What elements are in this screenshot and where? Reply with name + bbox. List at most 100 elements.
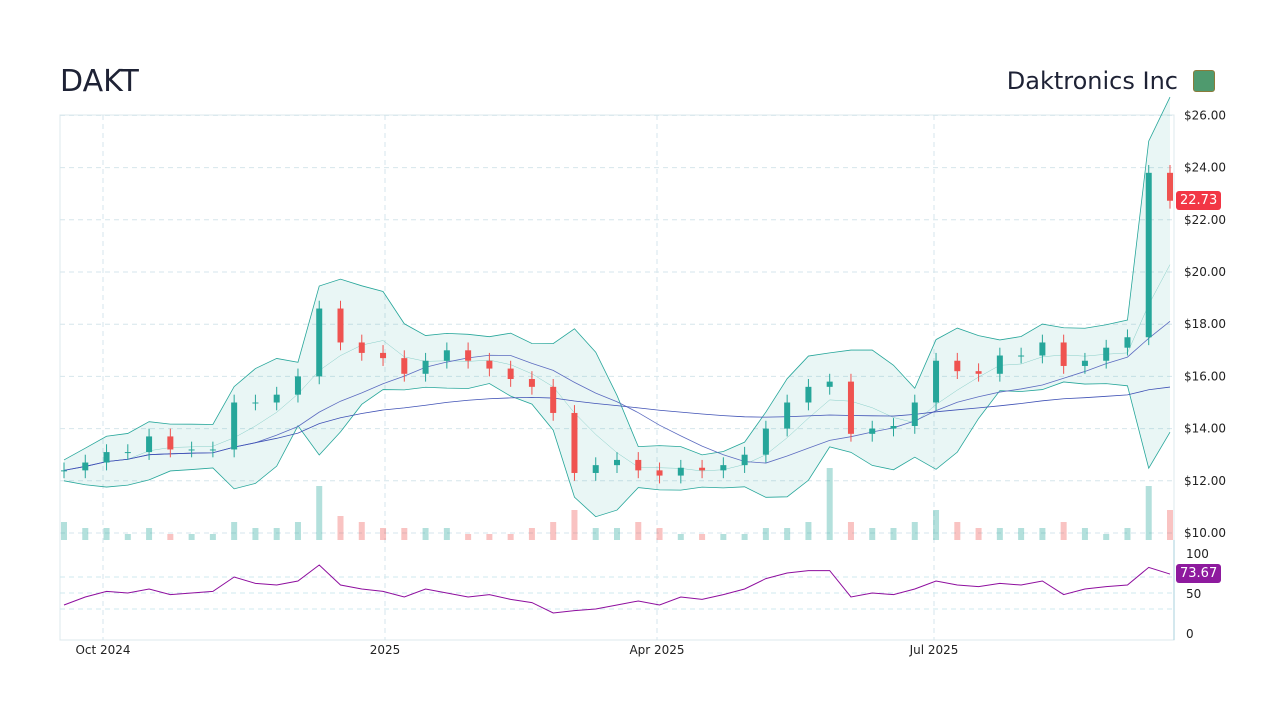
- candle-body: [699, 467, 706, 471]
- candle-body: [720, 465, 727, 471]
- candle-body: [805, 386, 812, 403]
- candle-body: [1039, 342, 1046, 356]
- ticker-symbol: DAKT: [60, 64, 139, 99]
- candle-body: [231, 402, 238, 450]
- volume-bar: [465, 534, 472, 540]
- candle-body: [316, 308, 323, 377]
- candle-body: [1124, 337, 1131, 348]
- volume-bar: [741, 534, 748, 540]
- volume-bar: [890, 528, 897, 540]
- volume-bar: [380, 528, 387, 540]
- candle-body: [933, 360, 940, 403]
- candle-body: [571, 412, 578, 473]
- candle-body: [911, 402, 918, 426]
- company-name: Daktronics Inc: [1006, 67, 1178, 95]
- volume-bar: [933, 510, 940, 540]
- volume-bar: [677, 534, 684, 540]
- volume-bar: [146, 528, 153, 540]
- candle-body: [188, 449, 195, 451]
- volume-bar: [996, 528, 1003, 540]
- sma-slow-line: [63, 386, 1171, 471]
- volume-bar: [1124, 528, 1131, 540]
- candle-body: [550, 386, 557, 413]
- candle-body: [358, 342, 365, 353]
- candle-body: [273, 394, 280, 403]
- candle-body: [1081, 360, 1088, 366]
- volume-bar: [869, 528, 876, 540]
- candle-body: [954, 360, 961, 372]
- candle-body: [465, 350, 472, 361]
- candle-body: [103, 452, 110, 463]
- volume-bar: [571, 510, 578, 540]
- bollinger-lower-line: [63, 381, 1171, 518]
- candle-body: [82, 462, 89, 471]
- candle-body: [741, 454, 748, 466]
- candle-body: [677, 467, 684, 476]
- volume-bar: [762, 528, 769, 540]
- candle-body: [337, 308, 344, 343]
- candle-body: [996, 355, 1003, 374]
- volume-bar: [784, 528, 791, 540]
- volume-bar: [82, 528, 89, 540]
- candle-body: [635, 459, 642, 471]
- candle-body: [614, 459, 620, 466]
- candle-body: [890, 425, 897, 429]
- volume-bar: [486, 534, 493, 540]
- last-price-badge: 22.73: [1176, 190, 1222, 210]
- candle-body: [209, 449, 216, 451]
- volume-bar: [124, 534, 131, 540]
- volume-bar: [167, 534, 174, 540]
- y-tick-label: $22.00: [1184, 213, 1226, 227]
- volume-bar: [422, 528, 429, 540]
- volume-bar: [273, 528, 280, 540]
- volume-bar: [401, 528, 408, 540]
- candle-body: [124, 452, 131, 454]
- candle-body: [847, 381, 854, 434]
- candle-body: [869, 428, 876, 434]
- volume-bar: [1060, 522, 1067, 540]
- candle-body: [486, 360, 493, 369]
- candle-body: [784, 402, 791, 429]
- company-logo-icon: [1193, 70, 1215, 92]
- x-tick-label: 2025: [370, 643, 401, 657]
- bollinger-upper-line: [63, 96, 1171, 461]
- candle-body: [656, 470, 663, 476]
- volume-bar: [720, 534, 727, 540]
- volume-bar: [826, 468, 833, 540]
- volume-bar: [209, 534, 216, 540]
- volume-bar: [847, 522, 854, 540]
- volume-bar: [614, 528, 620, 540]
- volume-bar: [911, 522, 918, 540]
- candle-body: [975, 371, 982, 374]
- volume-bar: [975, 528, 982, 540]
- volume-bar: [1081, 528, 1088, 540]
- volume-bar: [592, 528, 599, 540]
- volume-bar: [656, 528, 663, 540]
- volume-bar: [443, 528, 450, 540]
- y-tick-label: $24.00: [1184, 161, 1226, 175]
- candle-body: [762, 428, 769, 455]
- volume-bar: [954, 522, 961, 540]
- candle-body: [528, 379, 535, 387]
- volume-bar: [188, 534, 195, 540]
- volume-bar: [550, 522, 557, 540]
- volume-bar: [1018, 528, 1025, 540]
- volume-bar: [1103, 534, 1110, 540]
- volume-bar: [1167, 510, 1173, 540]
- candle-body: [826, 381, 833, 387]
- candle-body: [294, 376, 301, 395]
- y-tick-label: $16.00: [1184, 369, 1226, 383]
- y-tick-label: $18.00: [1184, 317, 1226, 331]
- volume-bar: [103, 528, 110, 540]
- volume-bar: [252, 528, 259, 540]
- candle-body: [61, 470, 67, 472]
- y-tick-label: $26.00: [1184, 108, 1226, 122]
- candle-body: [1145, 172, 1152, 338]
- rsi-tick-label: 0: [1186, 627, 1194, 641]
- bollinger-band-fill: [64, 97, 1170, 517]
- x-tick-label: Jul 2025: [909, 643, 959, 657]
- candle-body: [1060, 342, 1067, 366]
- candle-body: [1018, 355, 1025, 357]
- chart-frame: [59, 114, 1175, 641]
